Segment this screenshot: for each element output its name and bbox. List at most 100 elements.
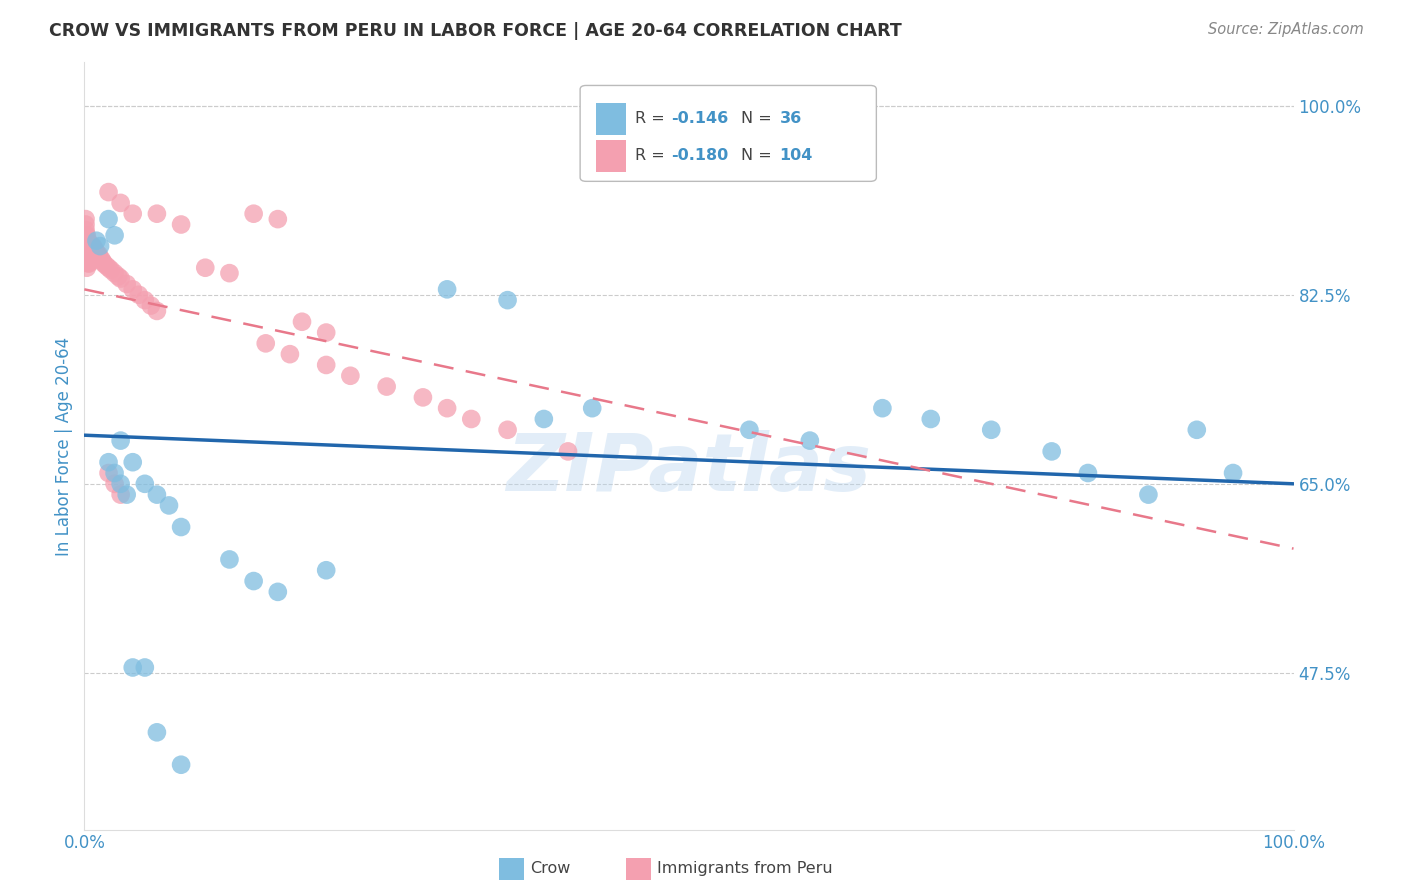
Text: 104: 104 — [780, 148, 813, 162]
Point — [242, 574, 264, 588]
Point — [121, 207, 143, 221]
Point — [75, 228, 97, 243]
Point — [194, 260, 217, 275]
Point — [75, 250, 97, 264]
Point — [91, 254, 114, 268]
Point — [94, 259, 117, 273]
Point — [254, 336, 277, 351]
Point — [75, 239, 97, 253]
Point — [86, 234, 108, 248]
Point — [315, 326, 337, 340]
Point — [134, 476, 156, 491]
Point — [77, 244, 100, 258]
Point — [97, 260, 120, 275]
Point — [77, 248, 100, 262]
Point — [110, 488, 132, 502]
Point — [1185, 423, 1208, 437]
Point — [76, 250, 98, 264]
Point — [77, 252, 100, 266]
Point — [436, 401, 458, 416]
Point — [79, 250, 101, 264]
Point — [110, 271, 132, 285]
Text: -0.146: -0.146 — [671, 111, 728, 126]
Text: -0.180: -0.180 — [671, 148, 728, 162]
Point — [84, 244, 107, 258]
Point — [79, 248, 101, 262]
Bar — [596, 103, 626, 136]
Point — [82, 244, 104, 258]
Point — [920, 412, 942, 426]
Point — [77, 254, 100, 268]
Point — [76, 260, 98, 275]
Y-axis label: In Labor Force | Age 20-64: In Labor Force | Age 20-64 — [55, 336, 73, 556]
Point — [267, 212, 290, 227]
Point — [557, 444, 579, 458]
Point — [170, 757, 193, 772]
Point — [90, 252, 112, 266]
Point — [75, 218, 97, 232]
Point — [83, 245, 105, 260]
Text: 36: 36 — [780, 111, 801, 126]
Point — [76, 234, 98, 248]
Point — [110, 476, 132, 491]
Point — [460, 412, 482, 426]
Point — [77, 250, 100, 264]
Point — [87, 248, 110, 262]
Point — [134, 660, 156, 674]
Point — [278, 347, 301, 361]
Point — [77, 244, 100, 258]
Point — [77, 239, 100, 253]
Point — [97, 466, 120, 480]
Point — [86, 248, 108, 262]
Point — [93, 256, 115, 270]
Point — [115, 488, 138, 502]
Point — [146, 488, 169, 502]
Point — [76, 239, 98, 253]
Point — [79, 241, 101, 255]
Text: ZIPatlas: ZIPatlas — [506, 430, 872, 508]
Point — [291, 315, 314, 329]
Point — [980, 423, 1002, 437]
Point — [121, 282, 143, 296]
Point — [75, 212, 97, 227]
Point — [496, 293, 519, 307]
Point — [128, 287, 150, 301]
FancyBboxPatch shape — [581, 86, 876, 181]
Point — [121, 455, 143, 469]
Point — [75, 255, 97, 269]
Point — [104, 476, 127, 491]
Point — [412, 390, 434, 404]
Text: CROW VS IMMIGRANTS FROM PERU IN LABOR FORCE | AGE 20-64 CORRELATION CHART: CROW VS IMMIGRANTS FROM PERU IN LABOR FO… — [49, 22, 903, 40]
Point — [110, 195, 132, 210]
Point — [77, 256, 100, 270]
Point — [76, 244, 98, 259]
Point — [146, 304, 169, 318]
Point — [77, 241, 100, 255]
Point — [738, 423, 761, 437]
Point — [77, 252, 100, 266]
Point — [139, 299, 162, 313]
Point — [75, 244, 97, 259]
Point — [339, 368, 361, 383]
Point — [79, 239, 101, 253]
Point — [315, 563, 337, 577]
Point — [76, 255, 98, 269]
Point — [110, 434, 132, 448]
Point — [77, 236, 100, 251]
Point — [104, 266, 127, 280]
Text: Source: ZipAtlas.com: Source: ZipAtlas.com — [1208, 22, 1364, 37]
Point — [104, 466, 127, 480]
Point — [80, 241, 103, 255]
Point — [1040, 444, 1063, 458]
Text: N =: N = — [741, 148, 776, 162]
Point — [79, 245, 101, 260]
Point — [533, 412, 555, 426]
Point — [76, 239, 98, 253]
Point — [218, 266, 240, 280]
Point — [267, 585, 290, 599]
Point — [80, 245, 103, 260]
Point — [157, 499, 180, 513]
Point — [77, 250, 100, 264]
Point — [107, 269, 129, 284]
Point — [77, 241, 100, 255]
